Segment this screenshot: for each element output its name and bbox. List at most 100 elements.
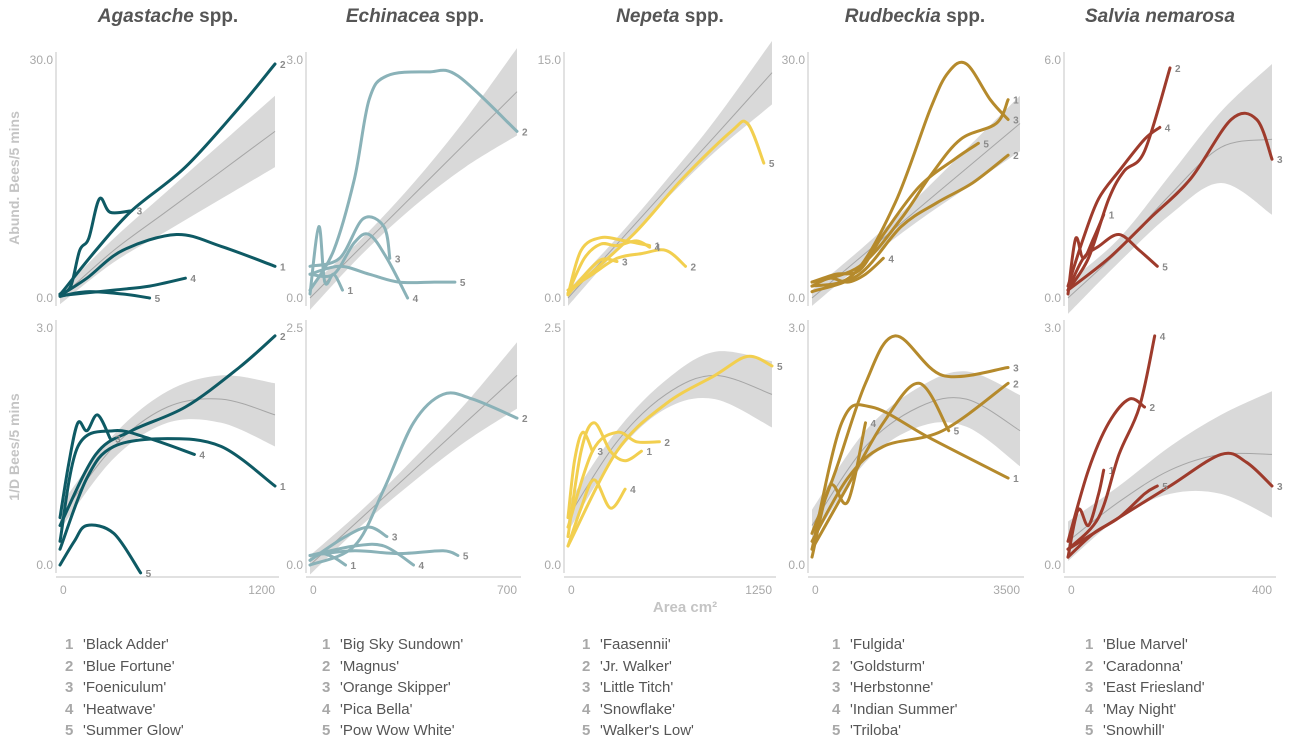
panel-nepeta-diversity: 2.5 0.0 0 1250 1 2 3 4 5 — [544, 320, 783, 597]
series-label: 4 — [199, 450, 205, 461]
legend-item: 3 'Little Titch' — [582, 677, 694, 699]
series-line-5 — [58, 290, 152, 300]
y-tick-label: 30.0 — [782, 53, 806, 67]
series-label: 3 — [115, 435, 121, 446]
series-label: 3 — [1013, 116, 1019, 127]
series-line-5 — [58, 523, 143, 575]
legend-item-number: 3 — [322, 679, 331, 696]
legend-item: 4 'Snowflake' — [582, 699, 694, 721]
y-tick-label: 3.0 — [286, 53, 303, 67]
series-label: 1 — [655, 242, 661, 253]
x-tick-label: 700 — [497, 583, 517, 597]
panel-title-nepeta: Nepeta spp. — [616, 6, 724, 27]
legend-item-name: 'Herbstonne' — [850, 679, 934, 696]
series-line-3 — [566, 430, 594, 520]
series-label: 2 — [522, 127, 528, 138]
series-line-4 — [1066, 125, 1162, 288]
legend-item-name: 'Snowflake' — [600, 700, 675, 718]
trend-line — [811, 123, 1021, 299]
y-tick-label: 30.0 — [30, 53, 54, 67]
legend-item: 1 'Fulgida' — [832, 634, 957, 656]
legend-item-number: 5 — [322, 722, 331, 739]
series-label: 2 — [1175, 64, 1181, 75]
series-label: 1 — [350, 561, 356, 572]
panel-title-genus: Salvia nemarosa — [1085, 6, 1235, 27]
series-line-1 — [58, 437, 277, 551]
series-line-4 — [810, 256, 885, 288]
confidence-band — [60, 375, 275, 530]
series-label: 5 — [146, 569, 152, 580]
legend-item-number: 1 — [322, 636, 331, 653]
trend-line — [1067, 138, 1273, 299]
series-line-4 — [58, 429, 196, 543]
y-axis-label-abundance: Abund. Bees/5 mins — [6, 111, 22, 245]
legend-item-number: 2 — [582, 657, 591, 675]
y-tick-label: 0.0 — [36, 291, 53, 305]
series-label: 2 — [280, 60, 286, 71]
legend-item-number: 5 — [1085, 722, 1094, 739]
series-line-2 — [308, 68, 519, 292]
legend-item: 5 'Triloba' — [832, 720, 957, 742]
series-line-3 — [308, 525, 389, 562]
x-tick-label: 0 — [568, 583, 575, 597]
y-tick-label: 15.0 — [538, 53, 562, 67]
legend-item-number: 1 — [1085, 636, 1094, 653]
legend-item: 5 'Summer Glow' — [65, 720, 184, 742]
series-line-2 — [810, 153, 1010, 294]
series-line-5 — [308, 549, 460, 557]
panel-title-suffix: spp. — [194, 6, 238, 27]
legend-item: 1 'Big Sky Sundown' — [322, 634, 463, 656]
trend-line — [567, 72, 773, 299]
x-tick-label: 0 — [1068, 583, 1075, 597]
x-tick-label: 1200 — [248, 583, 275, 597]
series-label: 3 — [395, 254, 401, 265]
confidence-band — [1068, 391, 1272, 561]
legend-echinacea: 1 'Big Sky Sundown' 2 'Magnus' 3 'Orange Skip… — [322, 634, 463, 742]
series-line-2 — [58, 62, 277, 297]
x-tick-label: 1250 — [745, 583, 772, 597]
series-label: 3 — [1277, 155, 1283, 166]
legend-item-name: 'Blue Fortune' — [83, 657, 175, 675]
legend-item-number: 2 — [832, 657, 841, 675]
panel-title-agastache: Agastache spp. — [97, 6, 238, 27]
series-line-1 — [308, 225, 344, 296]
x-axis-label: Area cm² — [653, 599, 717, 616]
legend-item-number: 2 — [1085, 657, 1094, 675]
legend-item-name: 'Faasennii' — [600, 636, 671, 653]
legend-item: 2 'Jr. Walker' — [582, 656, 694, 678]
y-tick-label: 3.0 — [788, 321, 805, 335]
panel-rudbeckia-abundance: 30.0 0.0 1 2 3 4 5 — [782, 52, 1021, 306]
legend-item-name: 'Caradonna' — [1103, 657, 1183, 675]
panel-title-echinacea: Echinacea spp. — [346, 6, 484, 27]
series-label: 5 — [463, 552, 469, 563]
series-line-5 — [810, 381, 951, 551]
legend-item-name: 'Snowhill' — [1103, 722, 1165, 739]
legend-item-name: 'Magnus' — [340, 657, 400, 675]
legend-nepeta: 1 'Faasennii' 2 'Jr. Walker' 3 'Little Titch'… — [582, 634, 694, 742]
legend-item-number: 1 — [582, 636, 591, 653]
series-line-4 — [566, 478, 627, 548]
legend-item: 2 'Blue Fortune' — [65, 656, 184, 678]
legend-item: 4 'Indian Summer' — [832, 699, 957, 721]
legend-item-number: 2 — [322, 657, 331, 675]
series-line-5 — [566, 354, 774, 548]
legend-item: 1 'Blue Marvel' — [1085, 634, 1205, 656]
y-axis-label-diversity: 1/D Bees/5 mins — [6, 393, 22, 501]
trend-line — [567, 374, 773, 518]
legend-item: 2 'Caradonna' — [1085, 656, 1205, 678]
series-line-5 — [810, 141, 980, 284]
legend-item: 5 'Walker's Low' — [582, 720, 694, 742]
x-tick-label: 3500 — [993, 583, 1020, 597]
legend-item-name: 'Goldsturm' — [850, 657, 925, 675]
x-tick-label: 0 — [60, 583, 67, 597]
legend-item-number: 4 — [322, 700, 331, 718]
legend-item-number: 4 — [65, 700, 74, 718]
series-line-1 — [566, 421, 643, 539]
confidence-band — [310, 48, 517, 310]
legend-item: 1 'Black Adder' — [65, 634, 184, 656]
series-label: 4 — [888, 254, 894, 265]
panel-title-suffix: spp. — [440, 6, 484, 27]
series-line-3 — [58, 196, 134, 296]
series-label: 2 — [1150, 403, 1156, 414]
